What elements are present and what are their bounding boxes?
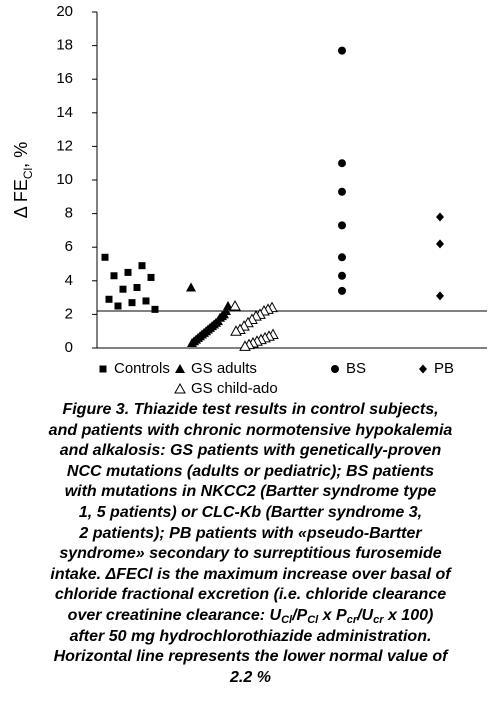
caption-line: after 50 mg hydrochlorothiazide administ…: [69, 627, 432, 645]
y-axis-label-part: Δ FE: [11, 179, 31, 218]
data-point: [142, 297, 150, 305]
data-point: [147, 273, 155, 281]
data-point: [436, 291, 444, 301]
y-axis-label-part: Cl: [21, 168, 35, 179]
y-tick-label: 10: [56, 171, 73, 188]
y-tick-label: 4: [65, 272, 73, 289]
caption-part: x P: [318, 606, 347, 624]
caption-line: syndrome» secondary to surreptitious fur…: [59, 545, 442, 563]
caption-part: cr: [346, 613, 358, 626]
data-point: [229, 299, 241, 311]
y-tick-label: 12: [56, 137, 73, 154]
caption: Figure 3. Thiazide test results in contr…: [0, 400, 501, 688]
caption-line: 1, 5 patients) or CLC-Kb (Bartter syndro…: [78, 503, 423, 521]
caption-line: chloride fractional excretion (i.e. chlo…: [54, 586, 447, 604]
caption-line: NCC mutations (adults or pediatric); BS …: [66, 462, 435, 480]
legend-marker: [99, 365, 107, 373]
chart: 0 2 4 6 8 10 12 14 16 18 20 Δ FECl, % Controls GS adu…: [11, 3, 487, 397]
y-tick-label: 20: [56, 3, 73, 20]
data-point: [101, 253, 109, 261]
caption-line: Figure 3. Thiazide test results in contr…: [62, 401, 439, 418]
data-point: [114, 302, 122, 310]
legend-label: Controls: [114, 360, 170, 377]
legend-label: GS child-ado: [191, 380, 278, 397]
caption-line: Horizontal line represents the lower nor…: [53, 648, 448, 666]
y-axis-label: Δ FECl, %: [11, 142, 35, 218]
legend-marker: [419, 364, 427, 374]
caption-part: /U: [357, 606, 374, 624]
data-point: [338, 187, 346, 196]
caption-part: Cl: [307, 613, 319, 626]
data-point: [338, 46, 346, 55]
data-point: [128, 299, 136, 307]
data-point: [124, 268, 132, 276]
data-point: [110, 272, 118, 280]
data-point: [436, 239, 444, 249]
caption-part: cr: [373, 613, 384, 626]
legend-marker: [331, 365, 339, 373]
caption-line: and alkalosis: GS patients with genetica…: [59, 442, 442, 460]
caption-line: and patients with chronic normotensive h…: [48, 421, 453, 439]
data-point: [105, 295, 113, 303]
data-point: [138, 262, 146, 270]
caption-line: intake. ΔFECl is the maximum increase ov…: [50, 565, 451, 583]
data-point: [186, 282, 196, 292]
caption-line: 2.2 %: [230, 668, 271, 686]
caption-part: /P: [292, 606, 308, 624]
legend-label: BS: [346, 360, 366, 377]
data-point: [338, 286, 346, 295]
y-axis-label-part: , %: [11, 142, 31, 168]
y-tick-label: 8: [65, 205, 73, 222]
y-tick-label: 18: [56, 37, 73, 54]
caption-part: over creatinine clearance: U: [67, 606, 282, 624]
data-point: [338, 221, 346, 230]
data-point: [436, 212, 444, 222]
data-point: [119, 285, 127, 293]
data-point: [151, 305, 159, 313]
data-point: [133, 284, 141, 292]
y-tick-label: 16: [56, 70, 73, 87]
legend-marker: [174, 382, 186, 394]
caption-part: x 100): [383, 606, 434, 624]
caption-line: with mutations in NKCC2 (Bartter syndrom…: [64, 483, 437, 501]
legend-marker: [175, 364, 185, 373]
y-tick-label: 6: [65, 238, 73, 255]
y-tick-label: 14: [56, 104, 73, 121]
data-point: [338, 159, 346, 168]
caption-line: 2 patients); PB patients with «pseudo-Ba…: [79, 524, 422, 542]
y-tick-label: 2: [65, 305, 73, 322]
data-point: [230, 325, 242, 336]
data-point: [338, 271, 346, 280]
legend-label: GS adults: [191, 360, 257, 377]
data-point: [338, 253, 346, 262]
data-point: [187, 337, 197, 347]
caption-line: over creatinine clearance: UCl/PCl x Pcr…: [0, 606, 501, 627]
legend-label: PB: [434, 360, 454, 377]
data-point: [239, 340, 251, 351]
caption-part: Cl: [281, 613, 293, 626]
y-tick-label: 0: [65, 339, 73, 356]
